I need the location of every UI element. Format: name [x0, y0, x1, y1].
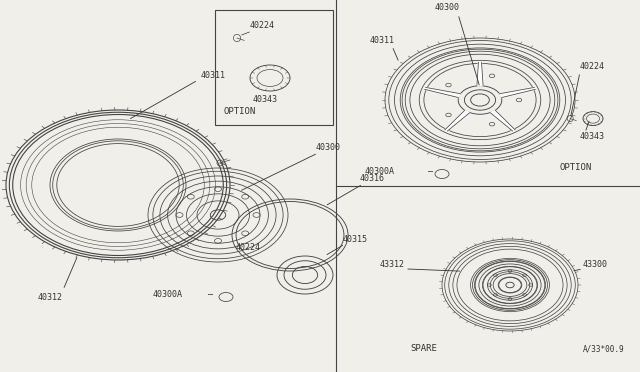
Text: 40300A: 40300A: [365, 167, 395, 176]
Text: 40300: 40300: [316, 143, 341, 152]
Text: 40224: 40224: [580, 62, 605, 71]
Text: —: —: [428, 167, 433, 176]
Polygon shape: [445, 110, 470, 131]
Polygon shape: [477, 62, 483, 86]
Polygon shape: [500, 87, 535, 97]
Text: OPTION: OPTION: [560, 163, 592, 172]
Text: 40343: 40343: [580, 132, 605, 141]
Polygon shape: [425, 87, 460, 97]
Text: 40315: 40315: [343, 235, 368, 244]
Text: 40300A: 40300A: [153, 290, 183, 299]
Text: 43300: 43300: [583, 260, 608, 269]
Text: 40311: 40311: [370, 36, 395, 45]
Text: 40224: 40224: [250, 21, 275, 30]
Text: —: —: [208, 290, 213, 299]
Text: OPTION: OPTION: [223, 107, 255, 116]
Text: SPARE: SPARE: [410, 344, 437, 353]
Text: 40300: 40300: [435, 3, 460, 12]
Text: 40316: 40316: [360, 174, 385, 183]
Text: A/33*00.9: A/33*00.9: [583, 344, 625, 353]
Polygon shape: [490, 110, 515, 131]
Text: 40343: 40343: [253, 95, 278, 104]
Bar: [215, 10, 333, 125]
Text: 43312: 43312: [380, 260, 405, 269]
Text: 40311: 40311: [201, 71, 226, 80]
Text: 40224: 40224: [236, 244, 261, 253]
Text: 40312: 40312: [38, 293, 63, 302]
